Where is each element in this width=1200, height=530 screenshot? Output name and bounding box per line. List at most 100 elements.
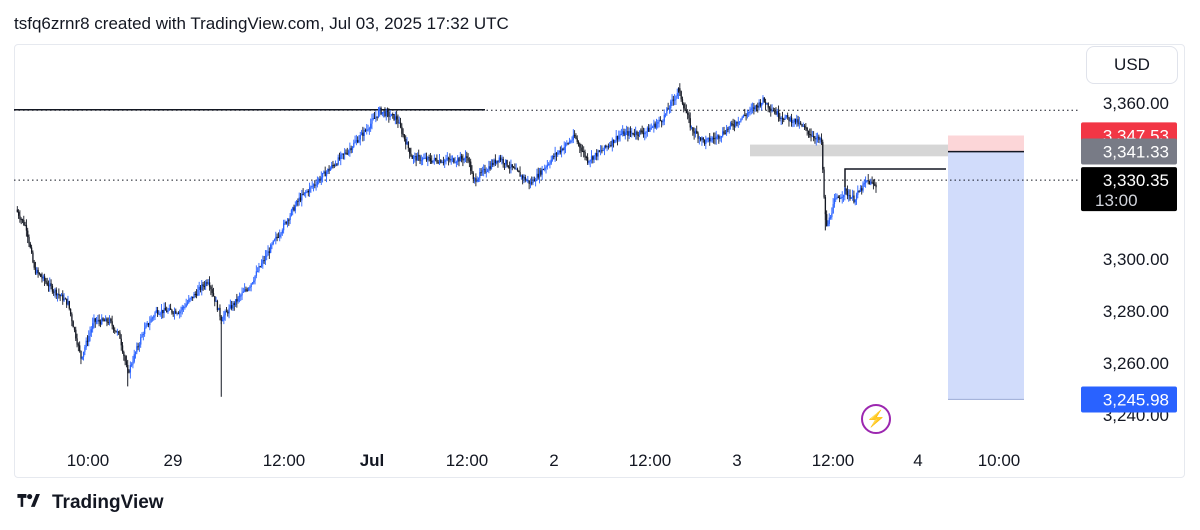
candle-body bbox=[30, 247, 33, 253]
candle-body bbox=[788, 117, 790, 122]
candle-body bbox=[397, 119, 399, 124]
candle-body bbox=[509, 167, 511, 169]
candle-body bbox=[45, 280, 47, 283]
candle-body bbox=[86, 340, 89, 342]
lightning-icon[interactable]: ⚡ bbox=[861, 404, 891, 434]
candle-body bbox=[525, 180, 528, 182]
candle-body bbox=[233, 303, 235, 305]
candle-body bbox=[76, 338, 78, 345]
candle-body bbox=[761, 102, 763, 106]
candle-body bbox=[64, 298, 67, 300]
candle-body bbox=[801, 124, 803, 126]
candle-body bbox=[420, 160, 423, 162]
candle-body bbox=[728, 126, 730, 130]
candle-body bbox=[784, 117, 786, 120]
candle-body bbox=[49, 283, 51, 287]
candle-body bbox=[755, 105, 758, 107]
candle-body bbox=[447, 158, 450, 160]
candle-body bbox=[780, 117, 782, 119]
candle-body bbox=[324, 171, 326, 177]
candle-body bbox=[398, 122, 400, 124]
candle-body bbox=[294, 205, 297, 211]
candle-body bbox=[759, 102, 762, 106]
candle-body bbox=[853, 195, 855, 203]
price-badge-label: 3,330.35 bbox=[1103, 171, 1169, 190]
candle-body bbox=[857, 190, 859, 195]
candle-body bbox=[77, 344, 80, 346]
candle-body bbox=[284, 221, 286, 224]
candle-body bbox=[749, 109, 751, 112]
x-tick-label: 10:00 bbox=[978, 451, 1021, 470]
candle-body bbox=[450, 158, 452, 161]
candle-body bbox=[483, 168, 485, 171]
candle-body bbox=[771, 110, 773, 112]
candle-body bbox=[619, 134, 621, 136]
candle-body bbox=[714, 138, 716, 140]
candle-body bbox=[470, 161, 472, 171]
candle-body bbox=[296, 200, 298, 206]
candle-body bbox=[242, 291, 245, 293]
candle-body bbox=[538, 170, 541, 178]
currency-selector-button[interactable]: USD bbox=[1086, 46, 1178, 84]
candle-body bbox=[792, 122, 794, 124]
x-tick-label: 12:00 bbox=[812, 451, 855, 470]
candle-body bbox=[298, 197, 300, 202]
candle-body bbox=[664, 113, 667, 115]
candle-body bbox=[133, 354, 135, 362]
candle-body bbox=[650, 127, 652, 129]
candle-body bbox=[58, 293, 60, 295]
candle-body bbox=[272, 240, 274, 244]
candle-body bbox=[533, 179, 536, 182]
candle-body bbox=[25, 225, 28, 231]
candle-body bbox=[726, 128, 728, 134]
candle-body bbox=[146, 323, 148, 326]
candle-body bbox=[612, 139, 615, 143]
candle-body bbox=[270, 245, 272, 253]
candle-body bbox=[275, 236, 277, 240]
candle-body bbox=[790, 117, 793, 123]
candle-body bbox=[498, 157, 500, 162]
candle-body bbox=[724, 133, 727, 135]
candle-body bbox=[507, 166, 510, 168]
candle-body bbox=[862, 183, 864, 191]
candle-body bbox=[866, 180, 868, 182]
candle-body bbox=[332, 165, 334, 167]
candle-body bbox=[245, 289, 247, 291]
candle-body bbox=[809, 133, 811, 135]
candle-body bbox=[457, 158, 459, 162]
candle-body bbox=[846, 190, 849, 196]
candle-body bbox=[646, 127, 649, 132]
candle-body bbox=[89, 332, 91, 336]
candle-body bbox=[668, 108, 671, 110]
candle-body bbox=[706, 138, 708, 140]
candle-body bbox=[253, 280, 255, 283]
candle-body bbox=[246, 289, 248, 291]
candle-body bbox=[859, 188, 862, 192]
candle-body bbox=[832, 204, 834, 214]
candle-body bbox=[645, 131, 647, 133]
candle-body bbox=[406, 142, 408, 145]
candle-body bbox=[359, 134, 361, 140]
candle-body bbox=[867, 180, 869, 182]
candle-body bbox=[376, 116, 378, 118]
candle-body bbox=[688, 114, 690, 119]
candle-body bbox=[489, 166, 491, 169]
candle-body bbox=[794, 118, 797, 123]
candle-body bbox=[585, 156, 588, 158]
candle-body bbox=[16, 209, 18, 212]
candle-body bbox=[42, 276, 44, 279]
candle-body bbox=[149, 322, 151, 326]
candle-body bbox=[789, 117, 791, 122]
candle-body bbox=[125, 361, 128, 365]
candle-body bbox=[629, 130, 632, 133]
candle-body bbox=[727, 128, 729, 130]
candle-body bbox=[649, 128, 651, 132]
candle-body bbox=[367, 129, 369, 131]
candle-body bbox=[55, 289, 57, 296]
candle-body bbox=[589, 160, 591, 162]
candle-body bbox=[719, 137, 721, 139]
candle-body bbox=[344, 152, 346, 154]
candle-body bbox=[536, 173, 538, 181]
